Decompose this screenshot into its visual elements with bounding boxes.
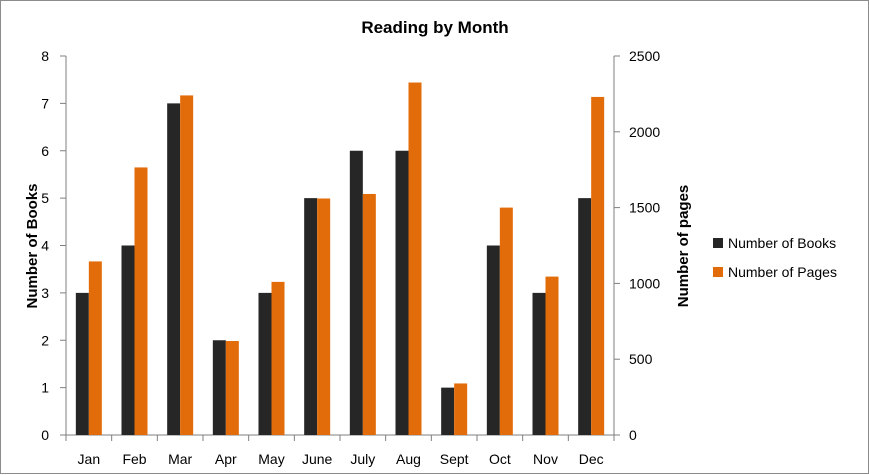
x-tick-label-apr: Apr <box>215 451 237 467</box>
bar-books-june <box>304 198 318 435</box>
y-tick-label-left-8: 8 <box>41 48 49 64</box>
bar-books-feb <box>121 245 135 435</box>
x-tick-label-may: May <box>258 451 284 467</box>
bar-pages-mar <box>180 95 194 435</box>
x-tick-label-oct: Oct <box>489 451 511 467</box>
x-tick-label-nov: Nov <box>533 451 558 467</box>
y-tick-label-right-0: 0 <box>629 427 637 443</box>
y-tick-label-left-5: 5 <box>41 190 49 206</box>
y-tick-label-right-5: 2500 <box>629 48 660 64</box>
x-tick-label-feb: Feb <box>122 451 146 467</box>
y-tick-label-left-4: 4 <box>41 238 49 254</box>
x-tick-label-dec: Dec <box>579 451 604 467</box>
x-tick-label-mar: Mar <box>168 451 192 467</box>
x-tick-label-aug: Aug <box>396 451 421 467</box>
bar-books-mar <box>167 103 181 435</box>
y-tick-label-left-1: 1 <box>41 380 49 396</box>
bar-pages-apr <box>225 341 239 435</box>
y-tick-label-left-6: 6 <box>41 143 49 159</box>
bar-books-dec <box>578 198 592 435</box>
bar-pages-aug <box>408 82 422 435</box>
bar-pages-nov <box>545 276 559 435</box>
y-tick-label-right-3: 1500 <box>629 200 660 216</box>
y-tick-label-left-7: 7 <box>41 95 49 111</box>
bar-pages-oct <box>499 207 513 435</box>
legend-label-1: Number of Pages <box>728 264 837 280</box>
y-tick-label-right-4: 2000 <box>629 124 660 140</box>
y-axis-title-left: Number of Books <box>24 183 41 308</box>
bar-pages-july <box>362 193 376 435</box>
y-tick-label-left-2: 2 <box>41 332 49 348</box>
bar-pages-may <box>271 281 285 435</box>
bar-books-jan <box>75 292 89 435</box>
x-tick-label-jan: Jan <box>78 451 101 467</box>
bar-books-aug <box>395 150 409 435</box>
bar-pages-june <box>317 198 331 435</box>
x-tick-label-july: July <box>350 451 375 467</box>
axes: 0 1 2 3 4 5 6 7 8 0 500 1000 1500 2000 2500 <box>41 48 660 443</box>
y-tick-label-left-3: 3 <box>41 285 49 301</box>
x-tick-label-sept: Sept <box>440 451 469 467</box>
x-tick-label-june: June <box>302 451 333 467</box>
bar-books-sept <box>441 387 455 435</box>
bar-pages-sept <box>454 383 468 435</box>
bar-pages-dec <box>591 96 605 435</box>
y-axis-title-right: Number of pages <box>675 185 692 308</box>
bar-books-apr <box>212 340 226 435</box>
legend: Number of Books Number of Pages <box>713 235 837 280</box>
legend-swatch-0 <box>713 238 723 248</box>
x-tick-labels: Jan Feb Mar Apr May June July Aug Sept Oct Nov Dec <box>78 451 604 467</box>
y-tick-label-left-0: 0 <box>41 427 49 443</box>
y-tick-label-right-1: 500 <box>629 351 653 367</box>
bar-books-may <box>258 292 272 435</box>
bar-books-oct <box>486 245 500 435</box>
legend-label-0: Number of Books <box>728 235 836 251</box>
legend-swatch-1 <box>713 267 723 277</box>
bars <box>75 82 605 435</box>
bar-books-july <box>349 150 363 435</box>
bar-pages-jan <box>88 261 102 435</box>
bar-pages-feb <box>134 167 148 435</box>
y-tick-label-right-2: 1000 <box>629 275 660 291</box>
chart-title: Reading by Month <box>361 18 508 37</box>
bar-books-nov <box>532 292 546 435</box>
